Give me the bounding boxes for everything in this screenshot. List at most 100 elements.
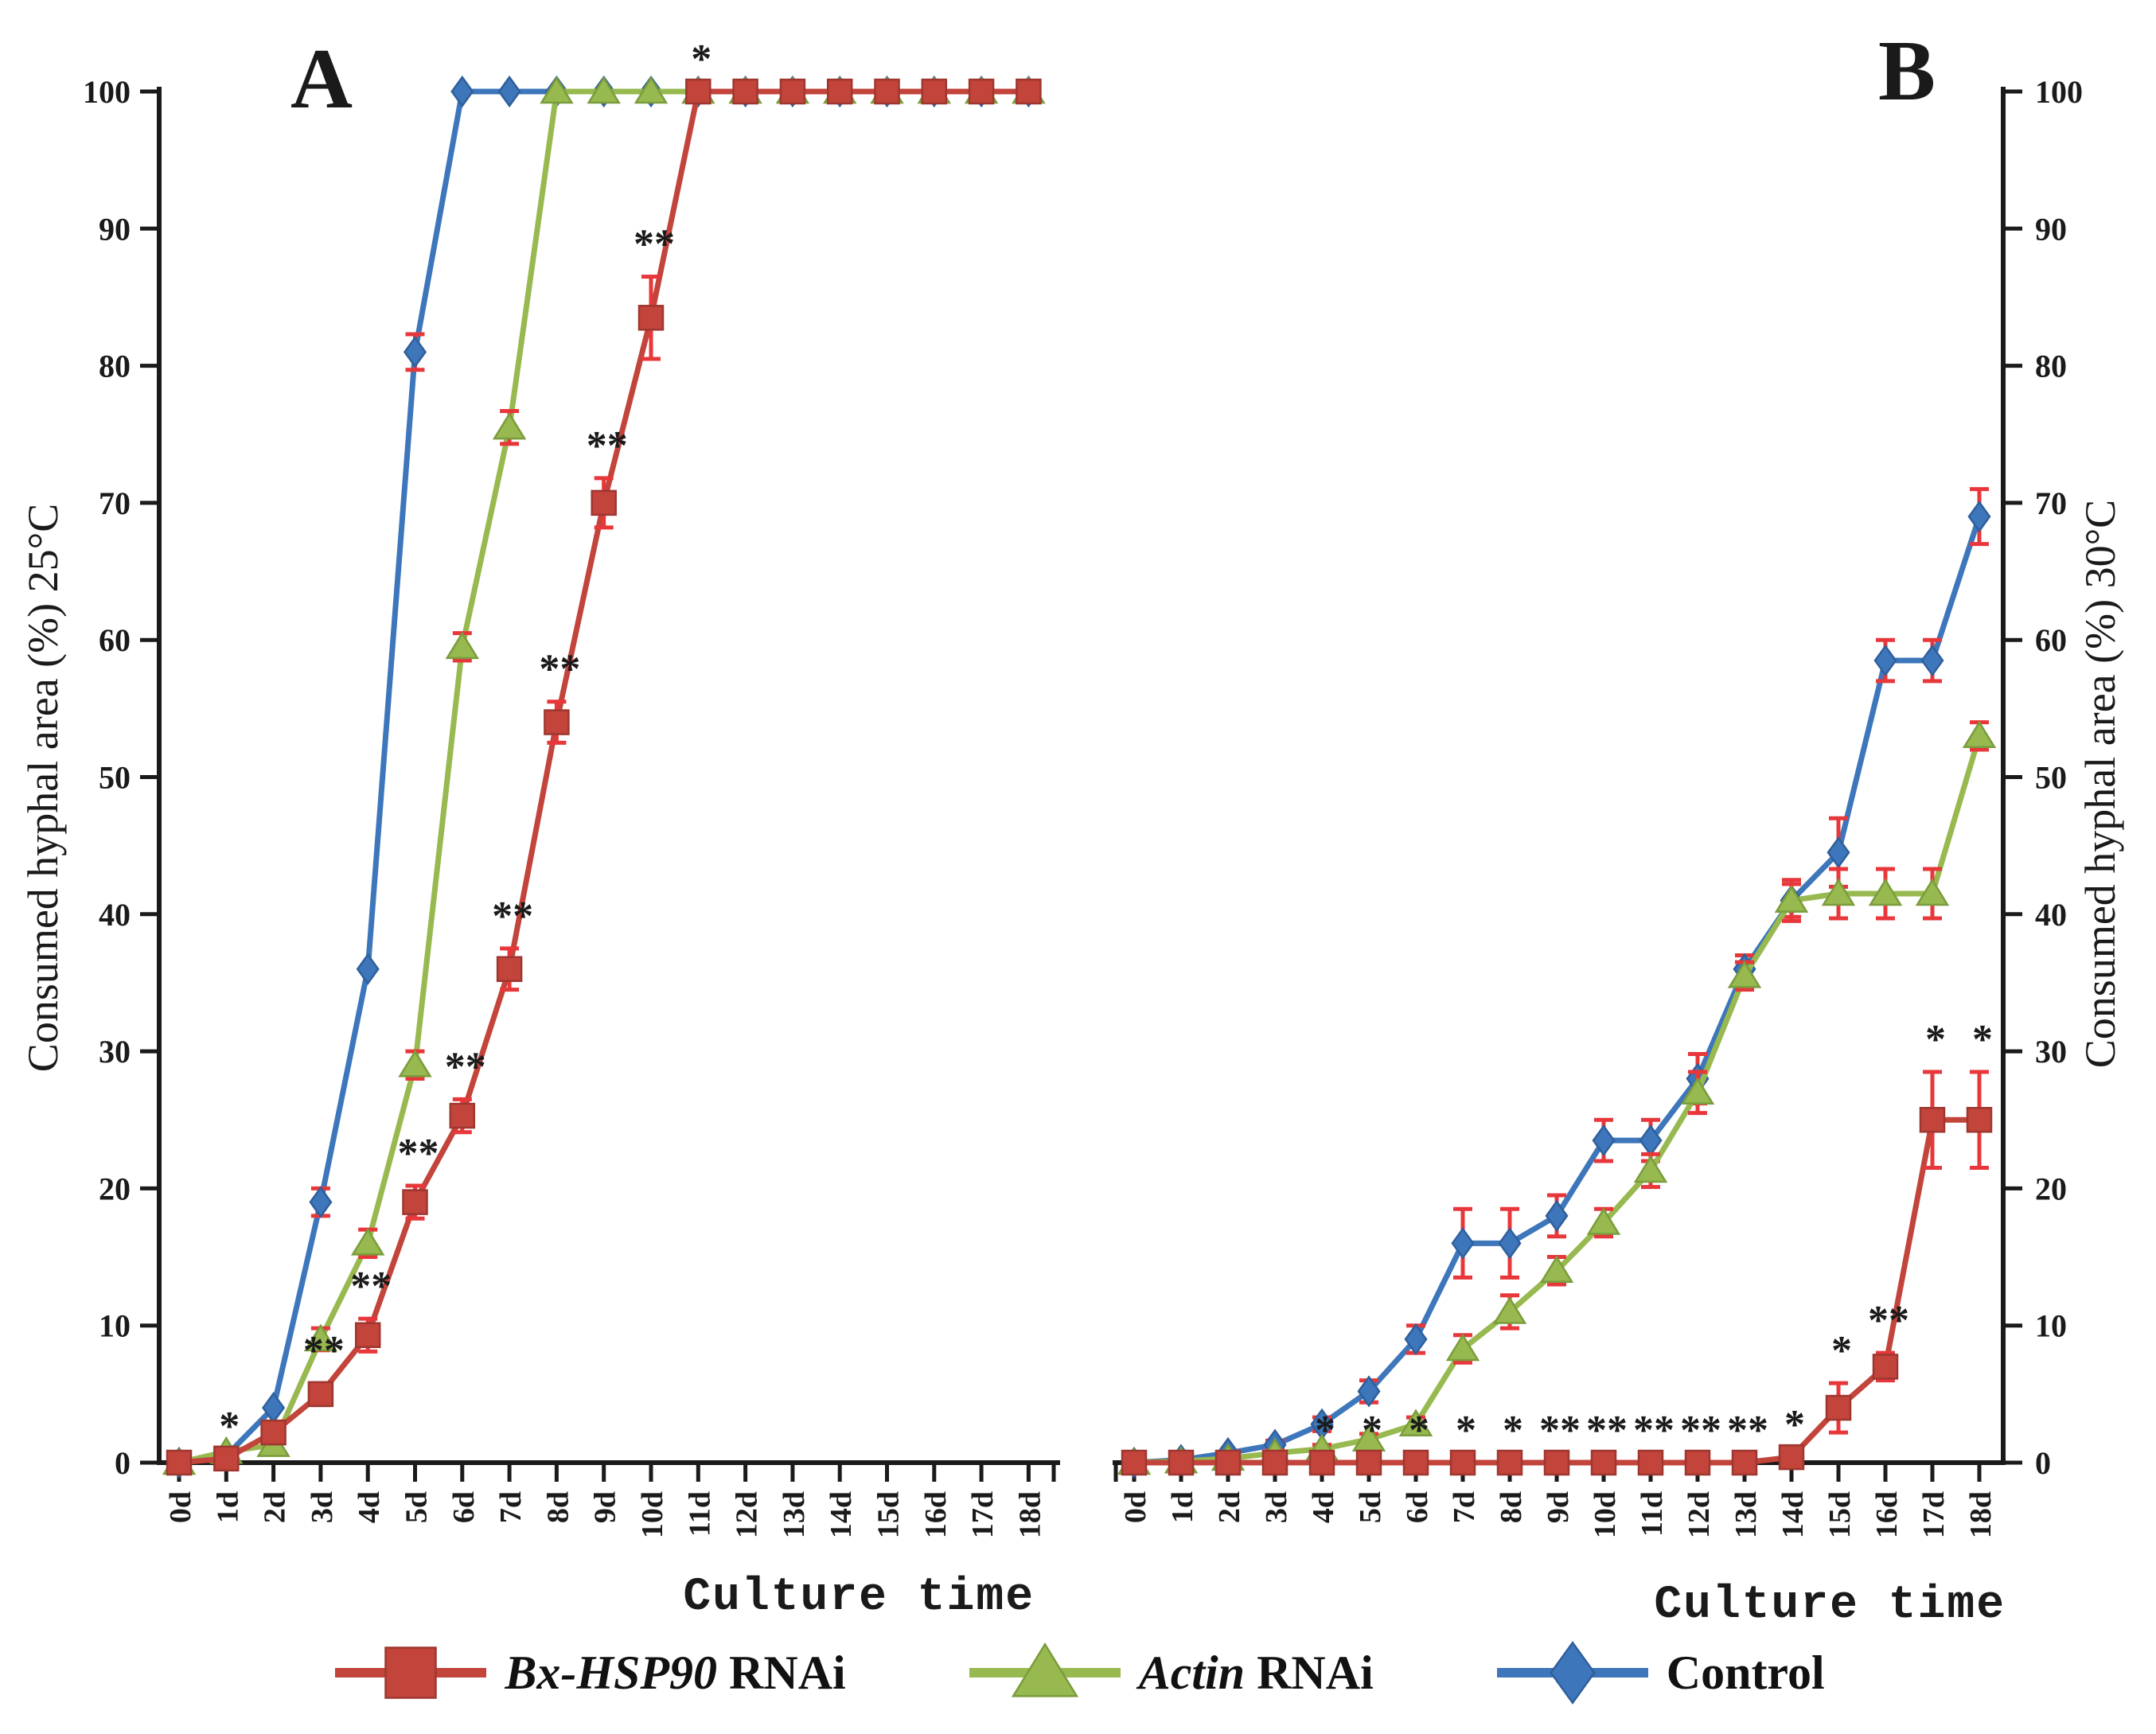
svg-text:4d: 4d xyxy=(1307,1491,1340,1523)
svg-text:20: 20 xyxy=(99,1171,131,1206)
panel-a-y-axis-title: Consumed hyphal area (%) 25°C xyxy=(19,504,67,1072)
svg-text:40: 40 xyxy=(99,897,131,933)
panel-b-plot: 0 10 20 30 40 50 60 70 80 90 100 0d 1d 2d 3d 4d 5d 6d 7d 8d… xyxy=(1113,74,2083,1538)
panel-b-x-axis-title: Culture time xyxy=(1654,1580,2006,1631)
svg-text:40: 40 xyxy=(2035,897,2067,933)
svg-text:**: ** xyxy=(492,894,533,939)
svg-text:11d: 11d xyxy=(1636,1491,1669,1537)
legend-marker-triangle-icon xyxy=(969,1642,1121,1697)
svg-text:**: ** xyxy=(1868,1298,1909,1343)
svg-text:14d: 14d xyxy=(825,1491,858,1538)
svg-text:*: * xyxy=(219,1404,240,1449)
svg-text:10d: 10d xyxy=(636,1491,669,1538)
svg-text:*: * xyxy=(1831,1328,1852,1374)
panel-b-y-axis-title: Consumed hyphal area (%) 30°C xyxy=(2076,500,2124,1068)
svg-text:70: 70 xyxy=(99,485,131,521)
svg-text:16d: 16d xyxy=(919,1491,953,1538)
svg-text:50: 50 xyxy=(99,760,131,796)
legend-marker-square-icon xyxy=(335,1646,487,1699)
svg-text:10: 10 xyxy=(2035,1308,2067,1344)
svg-text:**: ** xyxy=(539,647,580,692)
svg-text:*: * xyxy=(1784,1402,1805,1448)
svg-text:*: * xyxy=(1925,1017,1946,1062)
svg-text:**: ** xyxy=(1727,1408,1768,1453)
legend-label-control: Control xyxy=(1666,1646,1825,1699)
svg-text:14d: 14d xyxy=(1776,1491,1810,1538)
svg-text:18d: 18d xyxy=(1964,1491,1998,1538)
svg-text:0d: 0d xyxy=(1119,1491,1152,1523)
svg-text:*: * xyxy=(1409,1408,1429,1453)
svg-text:18d: 18d xyxy=(1013,1491,1047,1538)
svg-text:3d: 3d xyxy=(1260,1491,1293,1523)
svg-text:80: 80 xyxy=(2035,349,2067,384)
svg-text:60: 60 xyxy=(99,622,131,658)
panel-a-x-axis-title: Culture time xyxy=(683,1572,1035,1623)
svg-text:6d: 6d xyxy=(447,1491,481,1523)
legend-item-bx-hsp90: Bx-HSP90 RNAi xyxy=(331,1633,846,1713)
svg-text:100: 100 xyxy=(2035,74,2083,110)
svg-text:**: ** xyxy=(587,423,628,469)
svg-text:9d: 9d xyxy=(589,1491,622,1523)
svg-text:60: 60 xyxy=(2035,622,2067,658)
svg-text:2d: 2d xyxy=(259,1491,292,1523)
svg-text:5d: 5d xyxy=(400,1491,434,1523)
legend-item-control: Control xyxy=(1493,1633,1825,1713)
svg-text:100: 100 xyxy=(83,74,131,110)
svg-text:**: ** xyxy=(1680,1408,1721,1453)
svg-text:3d: 3d xyxy=(306,1491,339,1523)
svg-text:8d: 8d xyxy=(541,1491,575,1523)
svg-text:30: 30 xyxy=(99,1034,131,1070)
svg-text:11d: 11d xyxy=(683,1491,716,1537)
svg-text:1d: 1d xyxy=(211,1491,244,1523)
svg-text:12d: 12d xyxy=(731,1491,764,1538)
svg-text:**: ** xyxy=(1586,1408,1628,1453)
svg-text:2d: 2d xyxy=(1213,1491,1246,1523)
svg-text:7d: 7d xyxy=(494,1491,528,1523)
svg-text:*: * xyxy=(1362,1408,1382,1453)
svg-text:15d: 15d xyxy=(1823,1491,1857,1538)
svg-text:0: 0 xyxy=(2035,1445,2051,1481)
svg-text:13d: 13d xyxy=(1729,1491,1763,1538)
svg-text:7d: 7d xyxy=(1448,1491,1481,1523)
panel-a-letter: A xyxy=(290,32,353,127)
svg-text:**: ** xyxy=(398,1131,439,1176)
svg-text:50: 50 xyxy=(2035,760,2067,796)
svg-text:4d: 4d xyxy=(353,1491,386,1523)
svg-text:17d: 17d xyxy=(966,1491,1000,1538)
legend: Bx-HSP90 RNAi Actin RNAi Control xyxy=(0,1633,2156,1713)
svg-text:*: * xyxy=(1972,1017,1993,1062)
svg-text:**: ** xyxy=(303,1328,345,1374)
legend-marker-diamond-icon xyxy=(1496,1641,1648,1705)
panel-a-plot: 0 10 20 30 40 50 60 70 80 90 100 0d 1d 2d 3d 4d 5d 6d 7d 8d… xyxy=(83,37,1060,1538)
svg-text:13d: 13d xyxy=(778,1491,811,1538)
svg-text:10: 10 xyxy=(99,1308,131,1344)
legend-label-actin: Actin RNAi xyxy=(1138,1646,1374,1699)
svg-text:70: 70 xyxy=(2035,485,2067,521)
legend-label-bx-hsp90: Bx-HSP90 RNAi xyxy=(505,1646,846,1699)
svg-text:*: * xyxy=(1456,1408,1476,1453)
svg-text:*: * xyxy=(1503,1408,1523,1453)
svg-text:90: 90 xyxy=(99,211,131,247)
svg-text:10d: 10d xyxy=(1589,1491,1622,1538)
svg-text:**: ** xyxy=(445,1044,486,1089)
svg-text:12d: 12d xyxy=(1682,1491,1716,1538)
svg-text:*: * xyxy=(1315,1408,1335,1453)
svg-text:**: ** xyxy=(1539,1408,1581,1453)
svg-text:80: 80 xyxy=(99,349,131,384)
svg-text:5d: 5d xyxy=(1354,1491,1387,1523)
svg-text:6d: 6d xyxy=(1401,1491,1434,1523)
svg-text:17d: 17d xyxy=(1917,1491,1951,1538)
svg-text:0: 0 xyxy=(115,1445,131,1481)
svg-text:9d: 9d xyxy=(1542,1491,1575,1523)
svg-text:90: 90 xyxy=(2035,211,2067,247)
svg-text:**: ** xyxy=(350,1264,392,1309)
svg-text:30: 30 xyxy=(2035,1034,2067,1070)
svg-text:**: ** xyxy=(634,222,675,267)
svg-text:16d: 16d xyxy=(1870,1491,1904,1538)
svg-text:20: 20 xyxy=(2035,1171,2067,1206)
panel-b-letter: B xyxy=(1878,24,1936,119)
svg-text:**: ** xyxy=(1633,1408,1675,1453)
svg-text:1d: 1d xyxy=(1166,1491,1199,1523)
